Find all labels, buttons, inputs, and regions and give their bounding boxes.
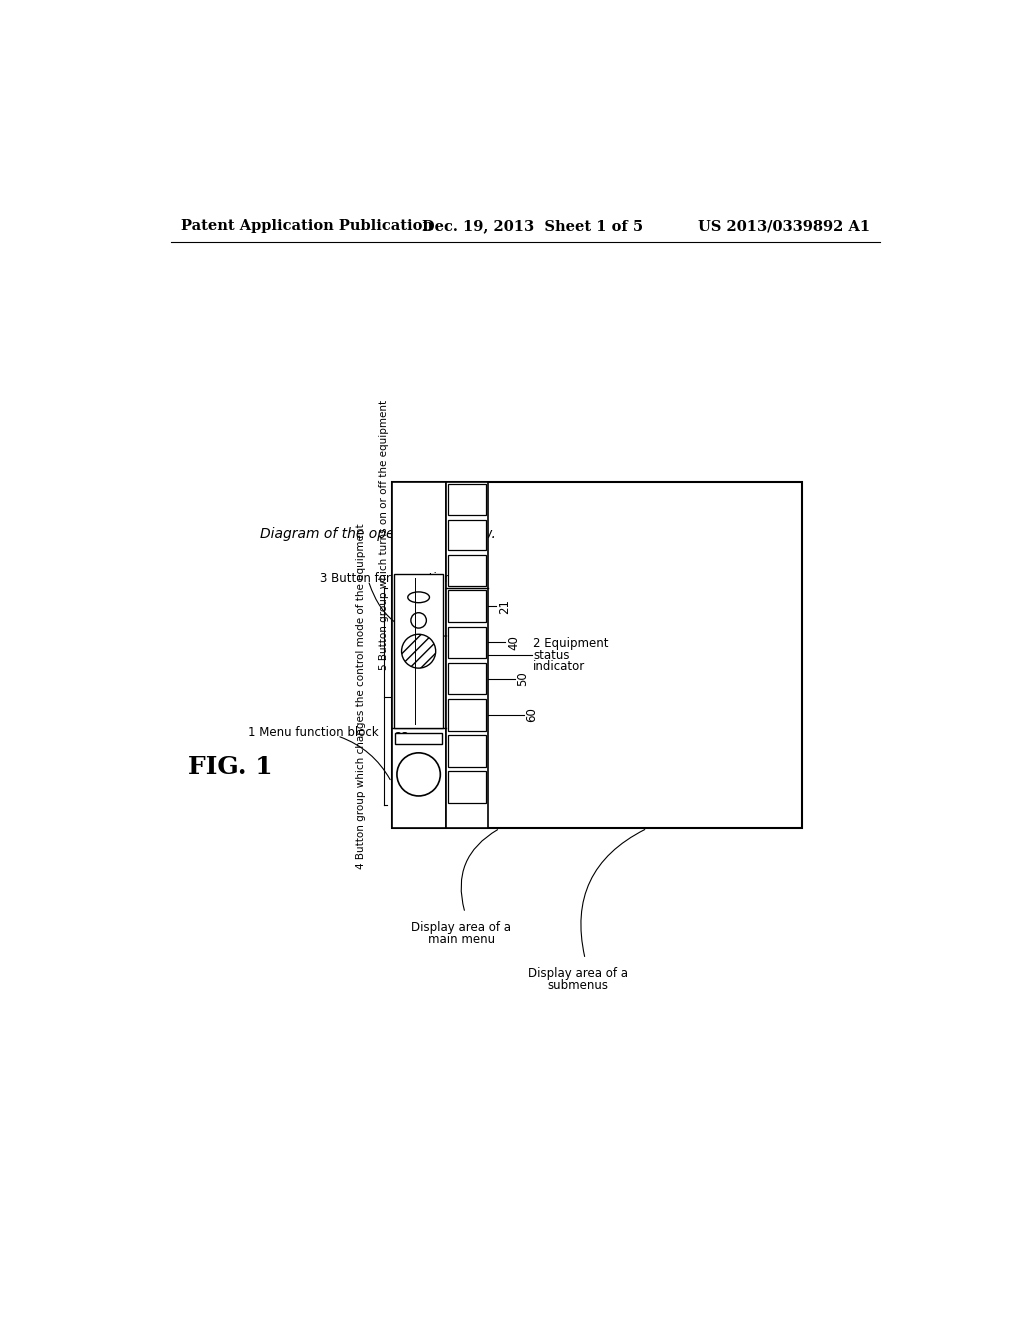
Text: FIG. 1: FIG. 1 xyxy=(188,755,273,779)
Ellipse shape xyxy=(408,591,429,603)
Bar xyxy=(394,574,443,729)
Text: 5 Button group which turns on or off the equipment: 5 Button group which turns on or off the… xyxy=(379,400,389,671)
Text: 50: 50 xyxy=(516,671,529,686)
Bar xyxy=(449,735,486,767)
Text: submenus: submenus xyxy=(547,979,608,993)
Bar xyxy=(449,484,486,515)
Circle shape xyxy=(411,612,426,628)
Text: 2 Equipment: 2 Equipment xyxy=(534,638,609,649)
Bar xyxy=(445,482,488,829)
Text: Display area of a: Display area of a xyxy=(412,921,511,933)
Text: 4 Button group which changes the control mode of the equipment: 4 Button group which changes the control… xyxy=(355,524,366,870)
Bar xyxy=(449,590,486,622)
Bar xyxy=(395,733,442,744)
Text: 3 Button for operation: 3 Button for operation xyxy=(321,572,452,585)
Text: Patent Application Publication: Patent Application Publication xyxy=(180,219,433,234)
Text: Dec. 19, 2013  Sheet 1 of 5: Dec. 19, 2013 Sheet 1 of 5 xyxy=(423,219,644,234)
Bar xyxy=(391,482,445,829)
Text: 40: 40 xyxy=(507,635,520,649)
Circle shape xyxy=(401,635,435,668)
Text: Diagram of the operation window.: Diagram of the operation window. xyxy=(260,527,496,541)
Bar xyxy=(449,627,486,659)
Text: main menu: main menu xyxy=(428,933,495,946)
Text: 22: 22 xyxy=(394,628,410,640)
Bar xyxy=(449,663,486,694)
Text: 1 Menu function block: 1 Menu function block xyxy=(248,726,379,739)
Bar xyxy=(449,554,486,586)
Bar xyxy=(449,700,486,730)
Text: indicator: indicator xyxy=(534,660,586,673)
Text: US 2013/0339892 A1: US 2013/0339892 A1 xyxy=(697,219,869,234)
Bar xyxy=(391,482,802,829)
Text: Display area of a: Display area of a xyxy=(527,966,628,979)
Circle shape xyxy=(397,752,440,796)
Bar xyxy=(449,771,486,803)
Bar xyxy=(449,520,486,550)
Text: 60: 60 xyxy=(525,708,539,722)
Text: 23: 23 xyxy=(394,731,410,744)
Text: status: status xyxy=(534,648,569,661)
Text: 21: 21 xyxy=(498,599,511,614)
